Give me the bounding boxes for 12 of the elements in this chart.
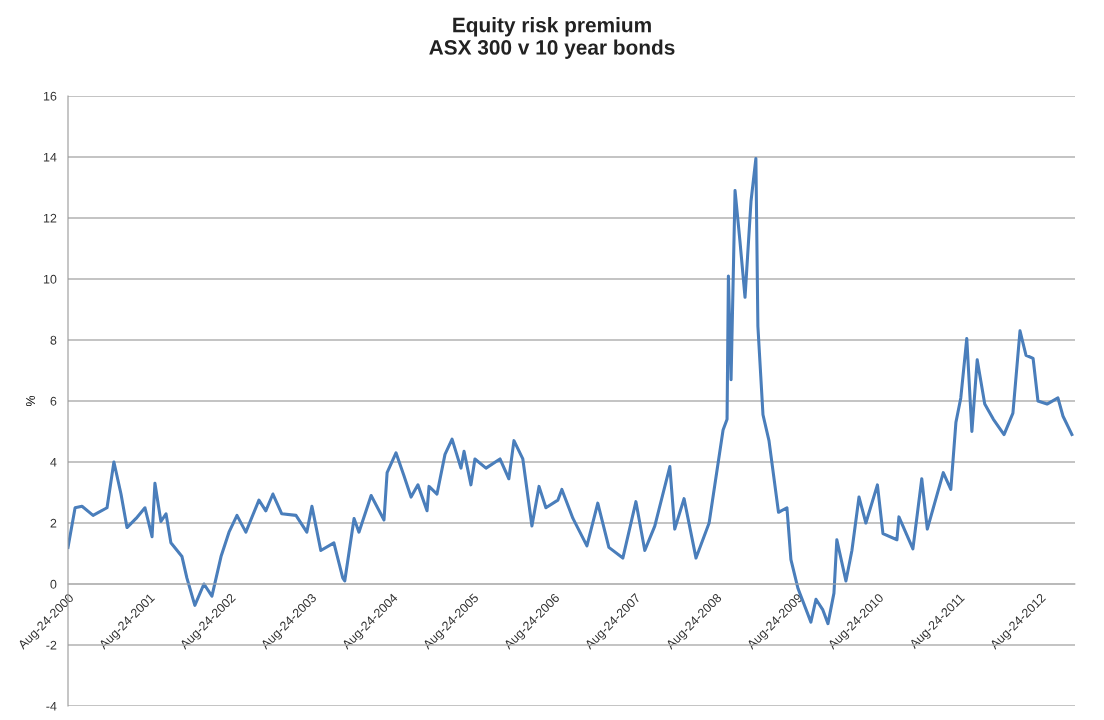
y-axis-title: %	[26, 395, 35, 407]
y-tick-label: 0	[50, 579, 57, 589]
y-tick-label: 12	[43, 213, 57, 223]
y-tick-label: 2	[50, 518, 57, 528]
y-tick-label: 8	[50, 335, 57, 345]
y-tick-label: 16	[43, 91, 57, 101]
y-tick-label: 6	[50, 396, 57, 406]
chart-title: Equity risk premium ASX 300 v 10 year bonds	[429, 17, 675, 59]
y-tick-label: -4	[46, 701, 57, 711]
y-tick-label: 10	[43, 274, 57, 284]
y-tick-label: 14	[43, 152, 57, 162]
y-tick-label: 4	[50, 457, 57, 467]
